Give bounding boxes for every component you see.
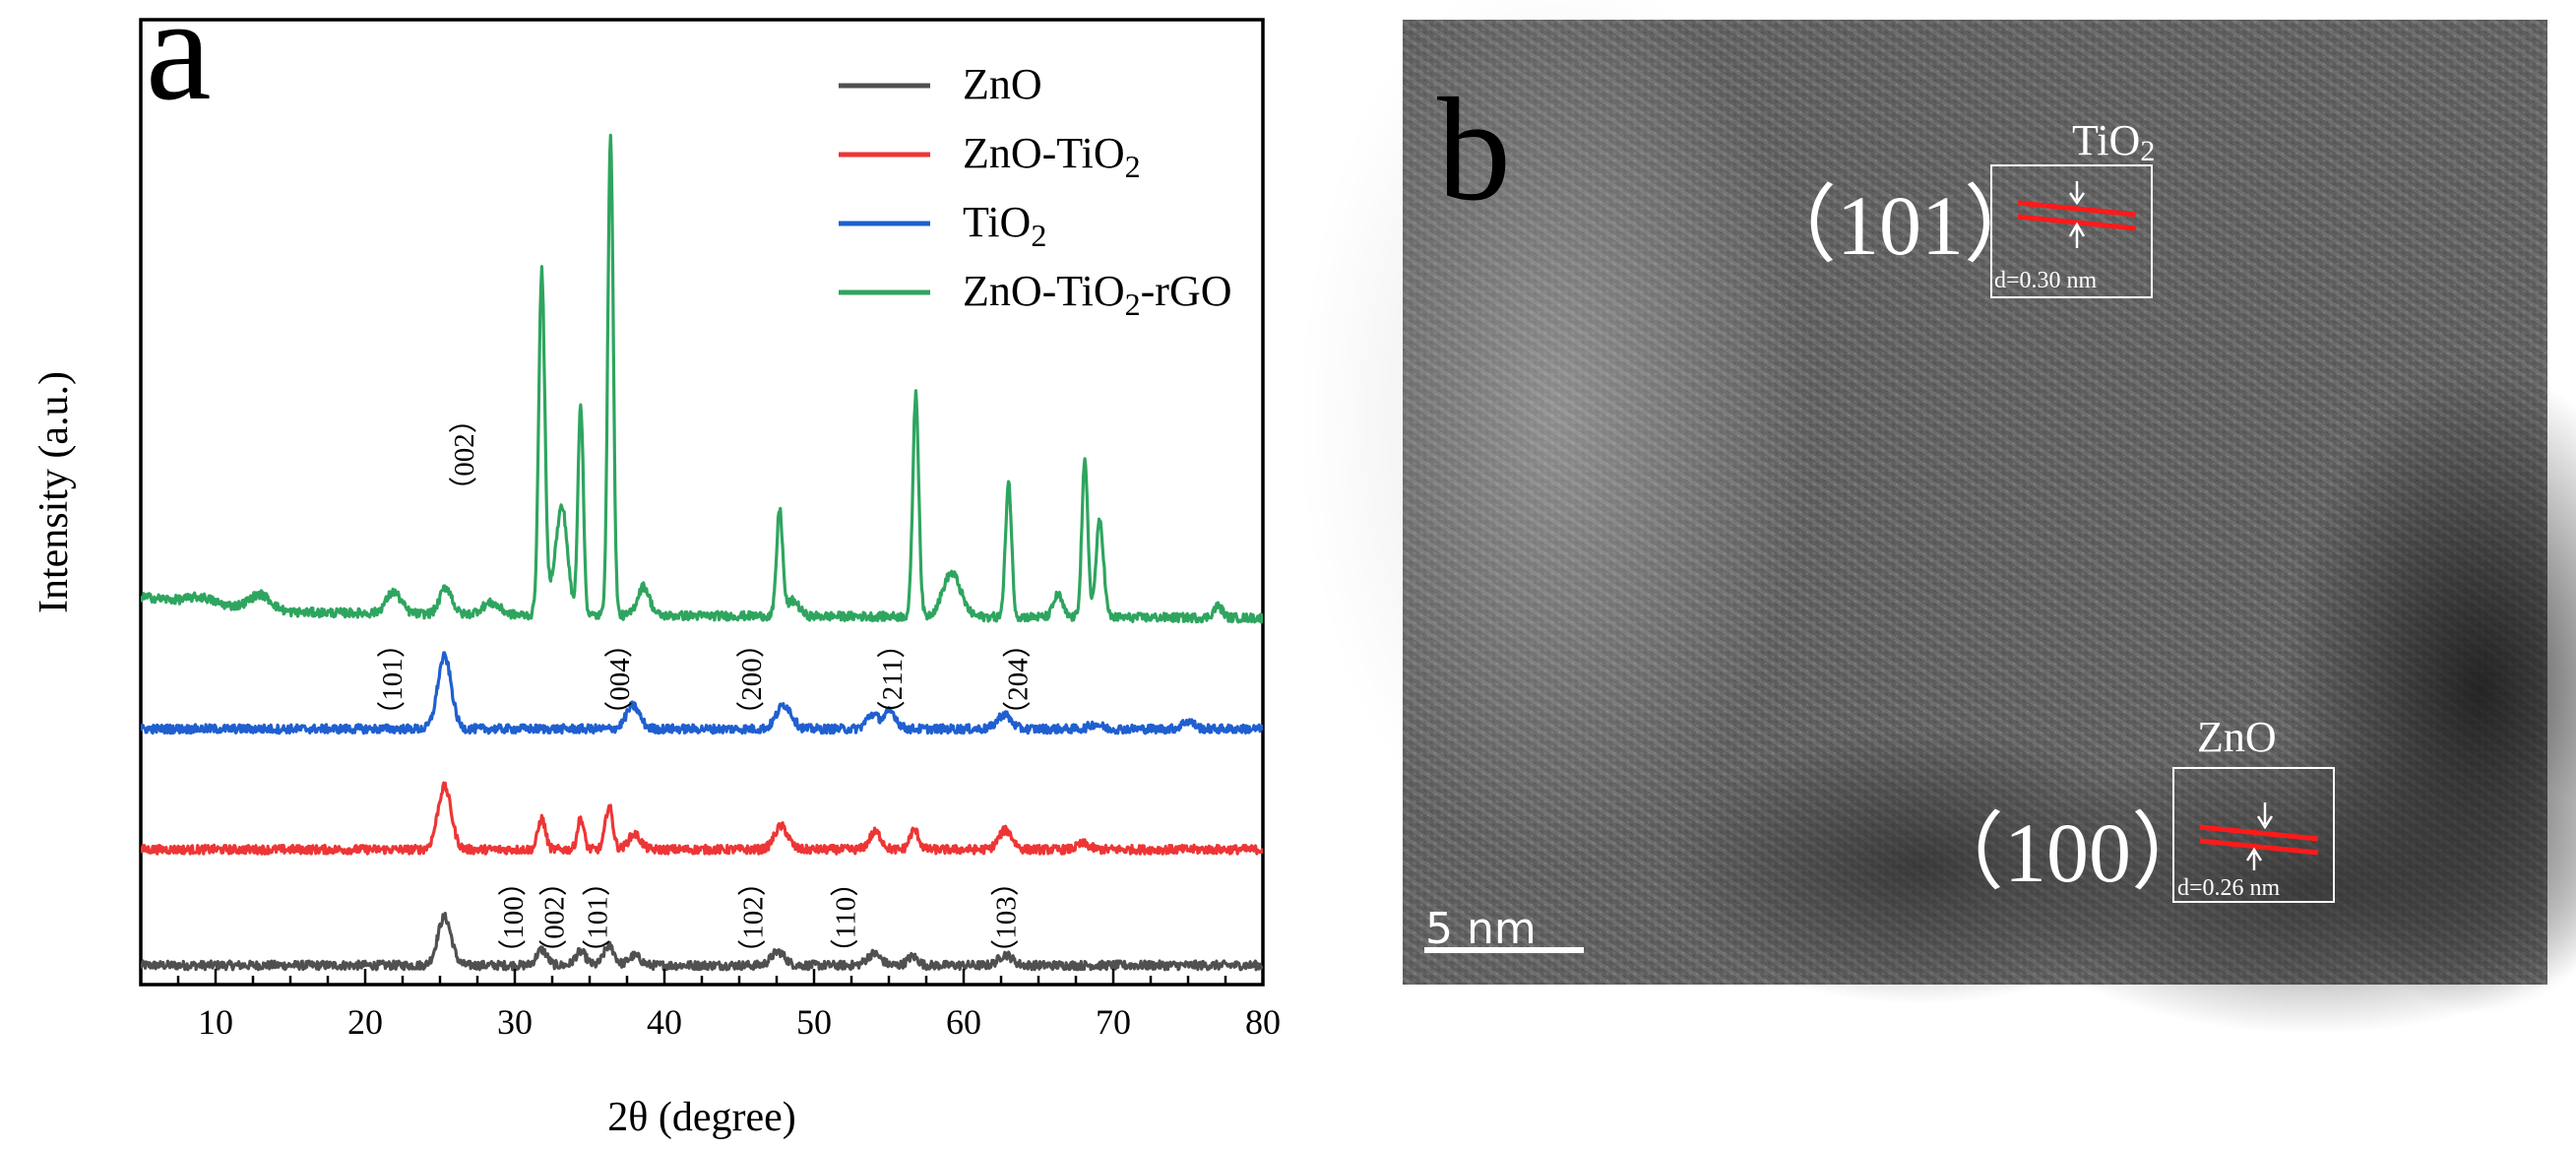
- x-tick-label: 20: [347, 1002, 383, 1042]
- peak-label: （100）: [498, 867, 530, 968]
- peak-label: （200）: [736, 629, 768, 730]
- legend-label-main: ZnO: [963, 60, 1042, 108]
- peak-label: （110）: [831, 868, 862, 967]
- tio2-marker-box: [1990, 164, 2153, 298]
- peak-label: （102）: [737, 867, 769, 968]
- tio2-label-sub: 2: [2140, 135, 2155, 167]
- peak-label: （101）: [582, 867, 613, 968]
- zno-fringe-line: [2199, 824, 2319, 842]
- series-line-zno: [141, 912, 1263, 972]
- xrd-chart: 10 20 30 40 50 60 70 80 （002） （101） （004） （200） （21…: [31, 0, 1281, 1140]
- legend-label-main: ZnO-TiO: [963, 129, 1125, 177]
- x-tick-label: 80: [1245, 1002, 1281, 1042]
- hrtem-dark-region: [1664, 729, 2175, 1004]
- x-tick-label: 60: [946, 1002, 981, 1042]
- series-line-tio2: [141, 651, 1263, 735]
- legend-label-tail: -rGO: [1141, 267, 1232, 315]
- legend-label: ZnO: [963, 60, 1042, 108]
- series-line-zno-tio2: [141, 781, 1263, 856]
- legend-label-sub: 2: [1031, 218, 1046, 253]
- peak-label: （211）: [877, 630, 909, 729]
- legend-label-sub: 2: [1125, 149, 1141, 184]
- tio2-fringe-line: [2017, 200, 2137, 218]
- peak-labels: （002）（101） （004） （200） （211） （204）（100） （002）…: [377, 405, 1034, 968]
- y-axis-title: Intensity (a.u.): [31, 371, 77, 613]
- legend-label-sub: 2: [1125, 287, 1141, 322]
- x-tick-label: 50: [796, 1002, 832, 1042]
- panel-a-letter: a: [146, 0, 212, 131]
- zno-fringe-line: [2199, 838, 2319, 856]
- peak-label: （204）: [1002, 629, 1034, 730]
- x-tick-label: 40: [647, 1002, 682, 1042]
- peak-label: （002）: [449, 405, 480, 505]
- tio2-d-spacing: d=0.30 nm: [1994, 268, 2098, 293]
- x-tick-label: 10: [198, 1002, 233, 1042]
- peak-label: （004）: [604, 629, 636, 730]
- peak-label: （002）: [538, 867, 570, 968]
- zno-plane-label: （100）: [1919, 805, 2216, 900]
- tio2-label: TiO2: [2072, 116, 2155, 167]
- arrow-down-icon: [2068, 181, 2086, 206]
- legend-label: ZnO-TiO2: [963, 129, 1141, 184]
- legend-label: ZnO-TiO2-rGO: [963, 267, 1232, 322]
- scale-bar: [1424, 947, 1584, 953]
- series-line-zno-tio2-rgo: [141, 133, 1263, 624]
- x-axis-title: 2θ (degree): [607, 1095, 796, 1140]
- x-axis: 10 20 30 40 50 60 70 80: [139, 969, 1281, 1042]
- arrow-up-icon: [2068, 222, 2086, 248]
- peak-label: （103）: [990, 867, 1022, 968]
- tio2-plane-label: （101）: [1752, 178, 2048, 273]
- scale-bar-label: 5 nm: [1425, 904, 1537, 954]
- zno-d-spacing: d=0.26 nm: [2177, 875, 2281, 901]
- hrtem-image: b TiO2 d=0.30 nm （101） ZnO d=0.26 nm （10…: [1299, 0, 2576, 1034]
- zno-label: ZnO: [2197, 713, 2277, 761]
- zno-marker-box: [2172, 767, 2335, 903]
- legend-label-main: TiO: [963, 198, 1031, 246]
- peak-label: （101）: [377, 629, 408, 730]
- legend-label: TiO2: [963, 198, 1046, 253]
- arrow-down-icon: [2256, 802, 2274, 830]
- series-layer: [141, 133, 1263, 972]
- tio2-label-main: TiO: [2072, 116, 2140, 164]
- x-tick-label: 70: [1096, 1002, 1131, 1042]
- panel-b-letter: b: [1437, 68, 1511, 231]
- x-tick-label: 30: [497, 1002, 533, 1042]
- arrow-up-icon: [2245, 847, 2263, 870]
- legend-label-main: ZnO-TiO: [963, 267, 1125, 315]
